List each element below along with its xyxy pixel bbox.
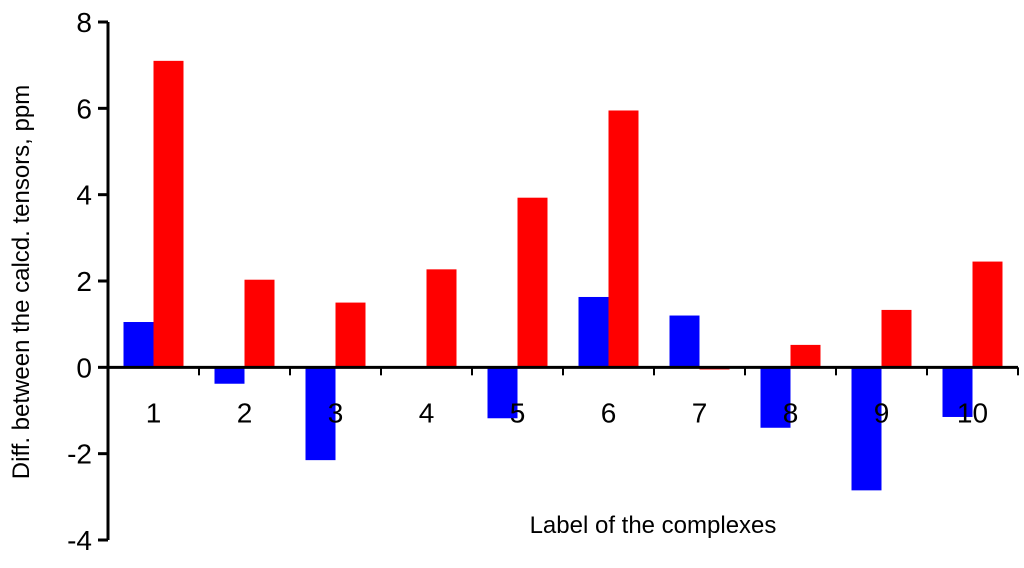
bars-layer [123, 60, 1003, 491]
bar-series1-10 [942, 367, 973, 417]
x-tick-label: 9 [874, 397, 890, 428]
x-tick-label: 6 [601, 397, 617, 428]
bar-series1-2 [214, 367, 245, 384]
y-tick-label: 2 [76, 266, 92, 297]
y-axis-title: Diff. between the calcd. tensors, ppm [8, 85, 35, 479]
bar-series1-9 [851, 367, 882, 491]
y-tick-label: 4 [76, 180, 92, 211]
axes-layer: -4 -2 0 2 4 6 8 1 2 3 4 5 6 7 8 9 10 [67, 7, 1019, 556]
bar-series2-5 [517, 197, 548, 368]
bar-series1-5 [487, 367, 518, 419]
bar-series2-1 [153, 60, 184, 368]
x-axis-title: Label of the complexes [530, 512, 777, 539]
bar-series1-8 [760, 367, 791, 428]
bar-series1-1 [123, 322, 154, 368]
x-tick-label: 10 [957, 397, 988, 428]
bar-series1-6 [578, 296, 609, 368]
bar-series2-8 [790, 344, 821, 368]
bar-series2-10 [972, 261, 1003, 368]
bar-series2-9 [881, 309, 912, 368]
y-tick-label: 6 [76, 93, 92, 124]
x-tick-label: 5 [510, 397, 526, 428]
x-tick-label: 2 [237, 397, 253, 428]
bar-series2-2 [244, 279, 275, 368]
x-tick-label: 7 [692, 397, 708, 428]
x-tick-label: 8 [783, 397, 799, 428]
bar-series1-3 [305, 367, 336, 461]
bar-series2-4 [426, 269, 457, 368]
x-tick-label: 4 [419, 397, 435, 428]
y-tick-label: -4 [67, 525, 92, 556]
bar-series1-7 [669, 315, 700, 368]
y-tick-label: 0 [76, 352, 92, 383]
x-tick-label: 3 [328, 397, 344, 428]
bar-series2-6 [608, 110, 639, 368]
x-tick-label: 1 [146, 397, 162, 428]
bar-series2-3 [335, 302, 366, 368]
y-tick-label: -2 [67, 439, 92, 470]
y-tick-label: 8 [76, 7, 92, 38]
